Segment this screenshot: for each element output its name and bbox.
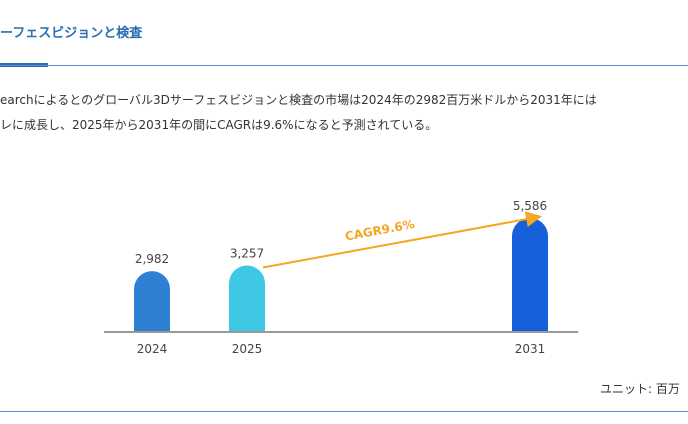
bar-2031 [512,218,548,332]
cagr-arrow [262,211,542,269]
title-divider [0,65,688,66]
summary-line-1: earchによるとのグローバル3Dサーフェスビジョンと検査の市場は2024年の2… [0,93,597,107]
value-label-2024: 2,982 [135,252,169,266]
unit-label: ユニット: 百万 [600,382,680,396]
bar-2025 [229,265,265,332]
summary-paragraph: earchによるとのグローバル3Dサーフェスビジョンと検査の市場は2024年の2… [0,88,688,138]
bar-2024 [134,271,170,332]
bottom-divider [0,411,688,412]
value-label-2031: 5,586 [513,199,547,213]
x-tick-label-2031: 2031 [515,342,546,356]
x-tick-label-2024: 2024 [137,342,168,356]
x-tick-label-2025: 2025 [232,342,263,356]
summary-line-2: レに成長し、2025年から2031年の間にCAGRは9.6%になると予測されてい… [0,118,438,132]
section-title: ーフェスビジョンと検査 [0,26,143,41]
value-label-2025: 3,257 [230,247,264,261]
cagr-label: CAGR9.6% [344,217,416,244]
